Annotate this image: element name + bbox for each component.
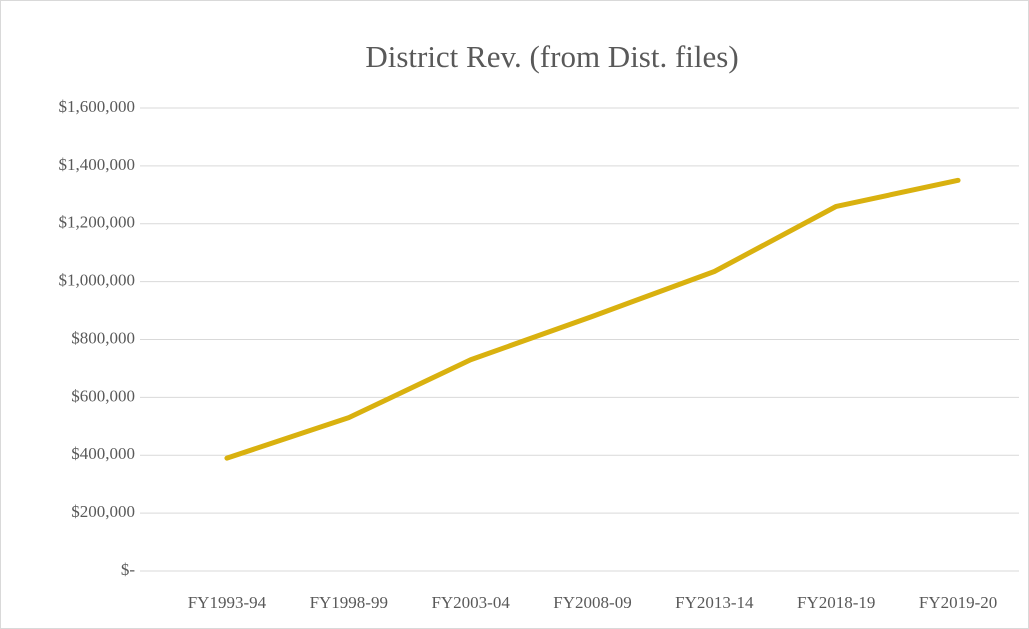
x-tick-label: FY1993-94 (188, 593, 267, 612)
y-tick-label: $1,000,000 (59, 271, 136, 290)
y-tick-label: $800,000 (71, 328, 135, 347)
y-tick-label: $400,000 (71, 444, 135, 463)
x-tick-label: FY1998-99 (310, 593, 388, 612)
y-tick-label: $- (121, 560, 136, 579)
x-tick-label: FY2018-19 (797, 593, 875, 612)
y-tick-label: $600,000 (71, 386, 135, 405)
chart-title: District Rev. (from Dist. files) (365, 39, 738, 74)
y-tick-label: $1,400,000 (59, 155, 136, 174)
x-tick-label: FY2013-14 (675, 593, 754, 612)
y-tick-label: $200,000 (71, 502, 135, 521)
x-tick-label: FY2003-04 (431, 593, 510, 612)
y-tick-label: $1,200,000 (59, 213, 136, 232)
x-tick-label: FY2008-09 (553, 593, 631, 612)
data-line (224, 177, 961, 461)
x-tick-label: FY2019-20 (919, 593, 997, 612)
y-tick-label: $1,600,000 (59, 97, 136, 116)
